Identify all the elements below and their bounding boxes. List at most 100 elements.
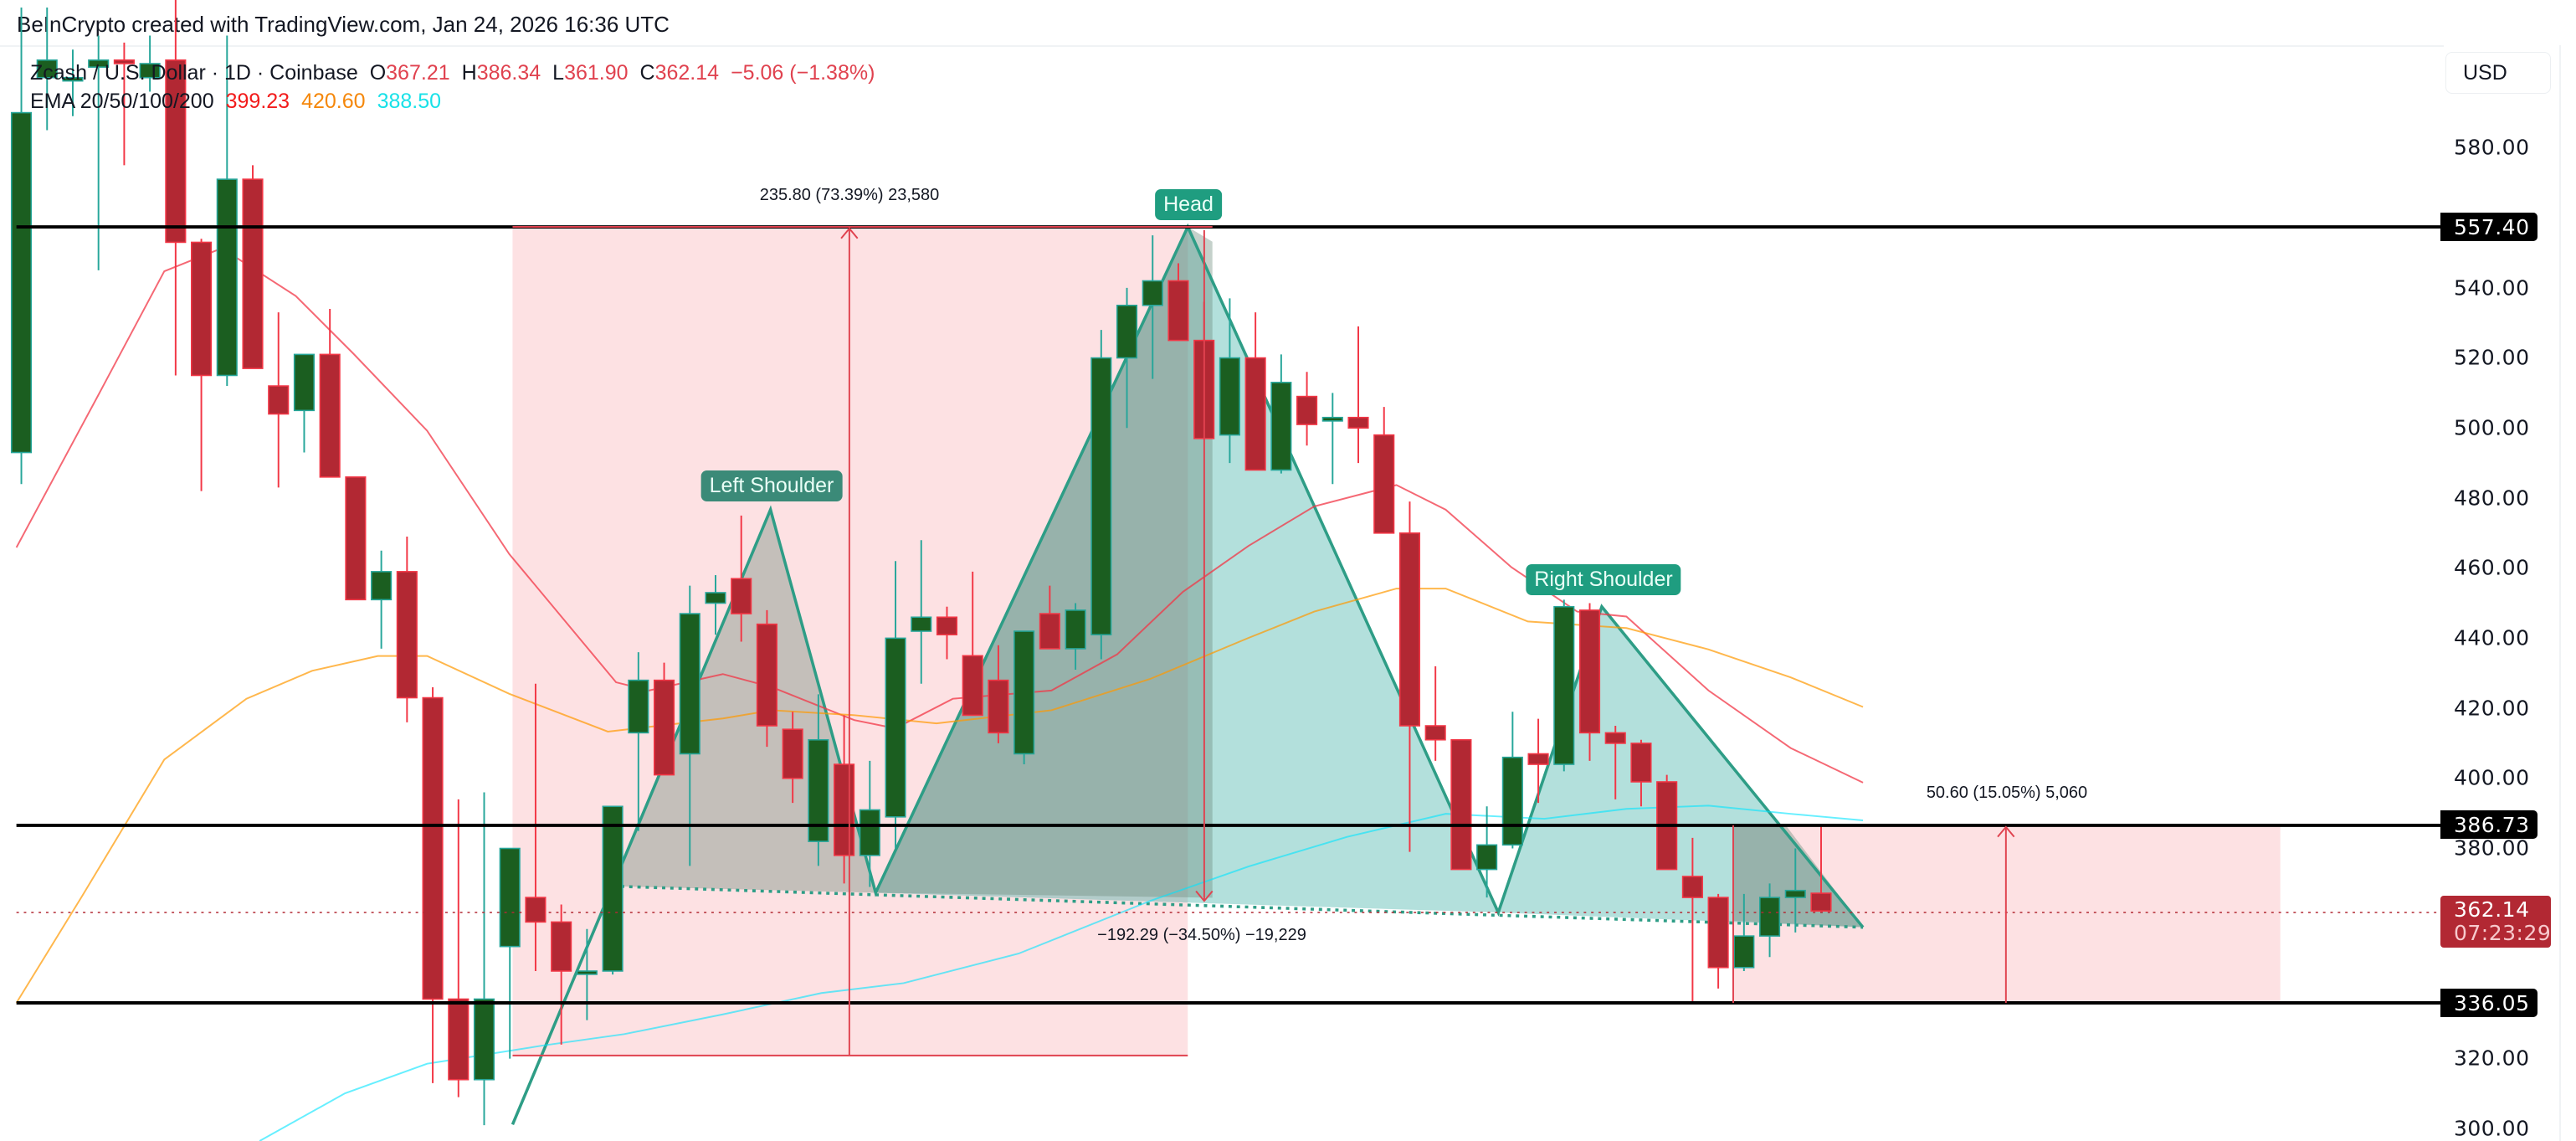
candle-up[interactable] bbox=[1142, 280, 1163, 306]
candle-down[interactable] bbox=[988, 679, 1009, 734]
candle-up[interactable] bbox=[1553, 605, 1575, 765]
candle-down[interactable] bbox=[551, 921, 572, 972]
candle-up[interactable] bbox=[679, 613, 700, 755]
candle-up[interactable] bbox=[499, 847, 521, 948]
candle-up[interactable] bbox=[10, 111, 33, 454]
candle-down[interactable] bbox=[448, 998, 470, 1081]
price-tick: 500.00 bbox=[2454, 415, 2530, 440]
measure-label-top: 235.80 (73.39%) 23,580 bbox=[759, 186, 940, 204]
candle-down[interactable] bbox=[242, 178, 264, 369]
candlesticks[interactable] bbox=[10, 0, 1832, 1126]
candle-up[interactable] bbox=[62, 76, 84, 82]
candle-down[interactable] bbox=[1424, 725, 1446, 741]
candle-up[interactable] bbox=[705, 592, 726, 604]
chart-credit: BeInCrypto created with TradingView.com,… bbox=[17, 12, 670, 37]
candle-up[interactable] bbox=[293, 353, 316, 412]
low-label: L bbox=[552, 61, 565, 85]
candle-down[interactable] bbox=[165, 59, 187, 244]
chart-legend: Zcash / U.S. Dollar · 1D · Coinbase O367… bbox=[30, 59, 875, 116]
candle-up[interactable] bbox=[911, 616, 932, 632]
candle-down[interactable] bbox=[345, 476, 367, 601]
candle-up[interactable] bbox=[885, 637, 906, 818]
candle-down[interactable] bbox=[1630, 743, 1652, 783]
candle-down[interactable] bbox=[422, 696, 444, 1000]
candle-up[interactable] bbox=[371, 571, 393, 601]
candle-down[interactable] bbox=[1167, 280, 1189, 342]
candle-down[interactable] bbox=[653, 679, 675, 776]
candle-up[interactable] bbox=[1758, 897, 1781, 937]
candle-up[interactable] bbox=[1321, 416, 1343, 422]
candle-down[interactable] bbox=[268, 385, 290, 415]
price-tick: 380.00 bbox=[2454, 835, 2530, 861]
candle-down[interactable] bbox=[1296, 395, 1318, 425]
low-value: 361.90 bbox=[564, 61, 629, 85]
candle-down[interactable] bbox=[1039, 613, 1060, 650]
ema50-value: 420.60 bbox=[301, 90, 366, 113]
measure-label-down: −192.29 (−34.50%) −19,229 bbox=[1097, 926, 1306, 944]
head-left-fill bbox=[875, 227, 1213, 898]
currency-button[interactable]: USD bbox=[2445, 52, 2551, 94]
candle-down[interactable] bbox=[962, 655, 983, 717]
candle-up[interactable] bbox=[1784, 889, 1806, 898]
price-tick: 520.00 bbox=[2454, 345, 2530, 370]
candle-down[interactable] bbox=[1347, 416, 1369, 429]
candle-down[interactable] bbox=[191, 241, 213, 377]
price-tick: 480.00 bbox=[2454, 486, 2530, 511]
candle-down[interactable] bbox=[1707, 897, 1729, 969]
candle-down[interactable] bbox=[1450, 738, 1472, 871]
price-tick: 400.00 bbox=[2454, 765, 2530, 790]
candle-up[interactable] bbox=[1501, 756, 1523, 846]
ema100-value: 388.50 bbox=[377, 90, 442, 113]
candle-up[interactable] bbox=[1013, 630, 1035, 755]
candle-up[interactable] bbox=[1733, 935, 1755, 969]
candle-up[interactable] bbox=[36, 59, 58, 79]
candle-up[interactable] bbox=[1090, 357, 1112, 635]
candle-up[interactable] bbox=[1219, 357, 1240, 436]
legend-symbol-row: Zcash / U.S. Dollar · 1D · Coinbase O367… bbox=[30, 59, 875, 87]
ema100-line bbox=[259, 804, 1864, 1141]
candle-down[interactable] bbox=[319, 353, 341, 478]
candle-up[interactable] bbox=[88, 59, 110, 68]
candle-down[interactable] bbox=[756, 623, 777, 727]
symbol-name: Zcash / U.S. Dollar · 1D · Coinbase bbox=[30, 61, 358, 85]
candle-up[interactable] bbox=[473, 998, 495, 1081]
candle-down[interactable] bbox=[1810, 892, 1832, 912]
candle-down[interactable] bbox=[1398, 532, 1421, 727]
candle-down[interactable] bbox=[1244, 357, 1266, 471]
candle-down[interactable] bbox=[731, 578, 752, 614]
horizontal-levels[interactable] bbox=[16, 225, 2442, 1005]
level-label-557: 557.40 bbox=[2440, 213, 2538, 241]
candle-up[interactable] bbox=[602, 805, 623, 972]
candle-up[interactable] bbox=[1270, 382, 1292, 471]
candle-down[interactable] bbox=[1373, 434, 1395, 534]
candle-up[interactable] bbox=[216, 178, 238, 377]
candle-down[interactable] bbox=[525, 897, 547, 923]
candle-up[interactable] bbox=[1065, 609, 1086, 650]
right-shoulder-label[interactable]: Right Shoulder bbox=[1526, 564, 1681, 595]
candle-up[interactable] bbox=[1116, 304, 1138, 359]
open-value: 367.21 bbox=[386, 61, 450, 85]
top-divider bbox=[0, 45, 2444, 47]
candle-down[interactable] bbox=[113, 59, 135, 64]
candle-down[interactable] bbox=[1604, 732, 1626, 744]
candle-down[interactable] bbox=[782, 728, 803, 779]
ema20-value: 399.23 bbox=[225, 90, 290, 113]
price-tick: 440.00 bbox=[2454, 625, 2530, 650]
candle-up[interactable] bbox=[139, 63, 161, 79]
price-axis-border bbox=[2559, 45, 2561, 1141]
candle-down[interactable] bbox=[1578, 609, 1601, 734]
candle-up[interactable] bbox=[1476, 844, 1498, 871]
head-label[interactable]: Head bbox=[1155, 189, 1222, 220]
left-shoulder-label[interactable]: Left Shoulder bbox=[700, 470, 843, 501]
bar-countdown: 07:23:29 bbox=[2454, 921, 2552, 945]
candle-down[interactable] bbox=[936, 616, 958, 635]
candle-up[interactable] bbox=[576, 970, 598, 975]
candle-down[interactable] bbox=[1527, 753, 1549, 765]
candle-up[interactable] bbox=[808, 738, 829, 842]
candle-up[interactable] bbox=[628, 679, 649, 734]
candle-down[interactable] bbox=[1681, 876, 1703, 898]
candle-down[interactable] bbox=[396, 571, 418, 699]
candle-down[interactable] bbox=[834, 763, 855, 856]
candle-up[interactable] bbox=[859, 809, 880, 856]
